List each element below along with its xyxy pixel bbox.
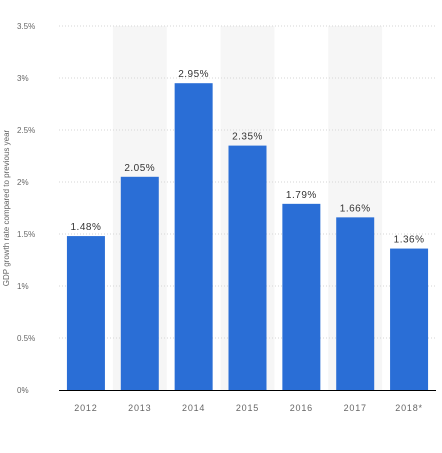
y-tick-label: 0.5% bbox=[17, 334, 35, 343]
y-tick-label: 2% bbox=[17, 178, 29, 187]
bar-value-label: 1.48% bbox=[70, 222, 101, 233]
x-tick-label: 2018* bbox=[395, 403, 423, 413]
bar bbox=[174, 83, 213, 390]
bar-value-label: 2.05% bbox=[124, 163, 155, 174]
y-tick-label: 1% bbox=[17, 282, 29, 291]
bar-value-label: 2.35% bbox=[232, 132, 263, 143]
bars bbox=[66, 83, 429, 390]
y-tick-label: 3.5% bbox=[17, 22, 35, 31]
y-axis-title: GDP growth rate compared to previous yea… bbox=[2, 129, 11, 286]
y-tick-label: 0% bbox=[17, 386, 29, 395]
x-tick-label: 2016 bbox=[290, 403, 313, 413]
bar bbox=[66, 236, 105, 390]
bar bbox=[228, 145, 267, 390]
x-tick-label: 2013 bbox=[128, 403, 151, 413]
y-tick-label: 2.5% bbox=[17, 126, 35, 135]
x-axis-labels: 2012 2013 2014 2015 2016 2017 2018* bbox=[74, 403, 423, 413]
x-tick-label: 2015 bbox=[236, 403, 259, 413]
bar-value-labels: 1.48% 2.05% 2.95% 2.35% 1.79% 1.66% 1.36% bbox=[70, 69, 424, 245]
bar bbox=[390, 248, 429, 390]
bar-value-label: 1.79% bbox=[286, 190, 317, 201]
bar-value-label: 1.36% bbox=[394, 235, 425, 246]
x-tick-label: 2017 bbox=[344, 403, 367, 413]
bar bbox=[336, 217, 375, 390]
bar bbox=[282, 203, 321, 390]
x-tick-label: 2012 bbox=[74, 403, 97, 413]
y-axis-ticks: 0% 0.5% 1% 1.5% 2% 2.5% 3% 3.5% bbox=[17, 22, 35, 395]
y-tick-label: 3% bbox=[17, 74, 29, 83]
bar-value-label: 1.66% bbox=[340, 203, 371, 214]
x-tick-label: 2014 bbox=[182, 403, 205, 413]
bar bbox=[120, 176, 159, 390]
bar-value-label: 2.95% bbox=[178, 69, 209, 80]
y-tick-label: 1.5% bbox=[17, 230, 35, 239]
